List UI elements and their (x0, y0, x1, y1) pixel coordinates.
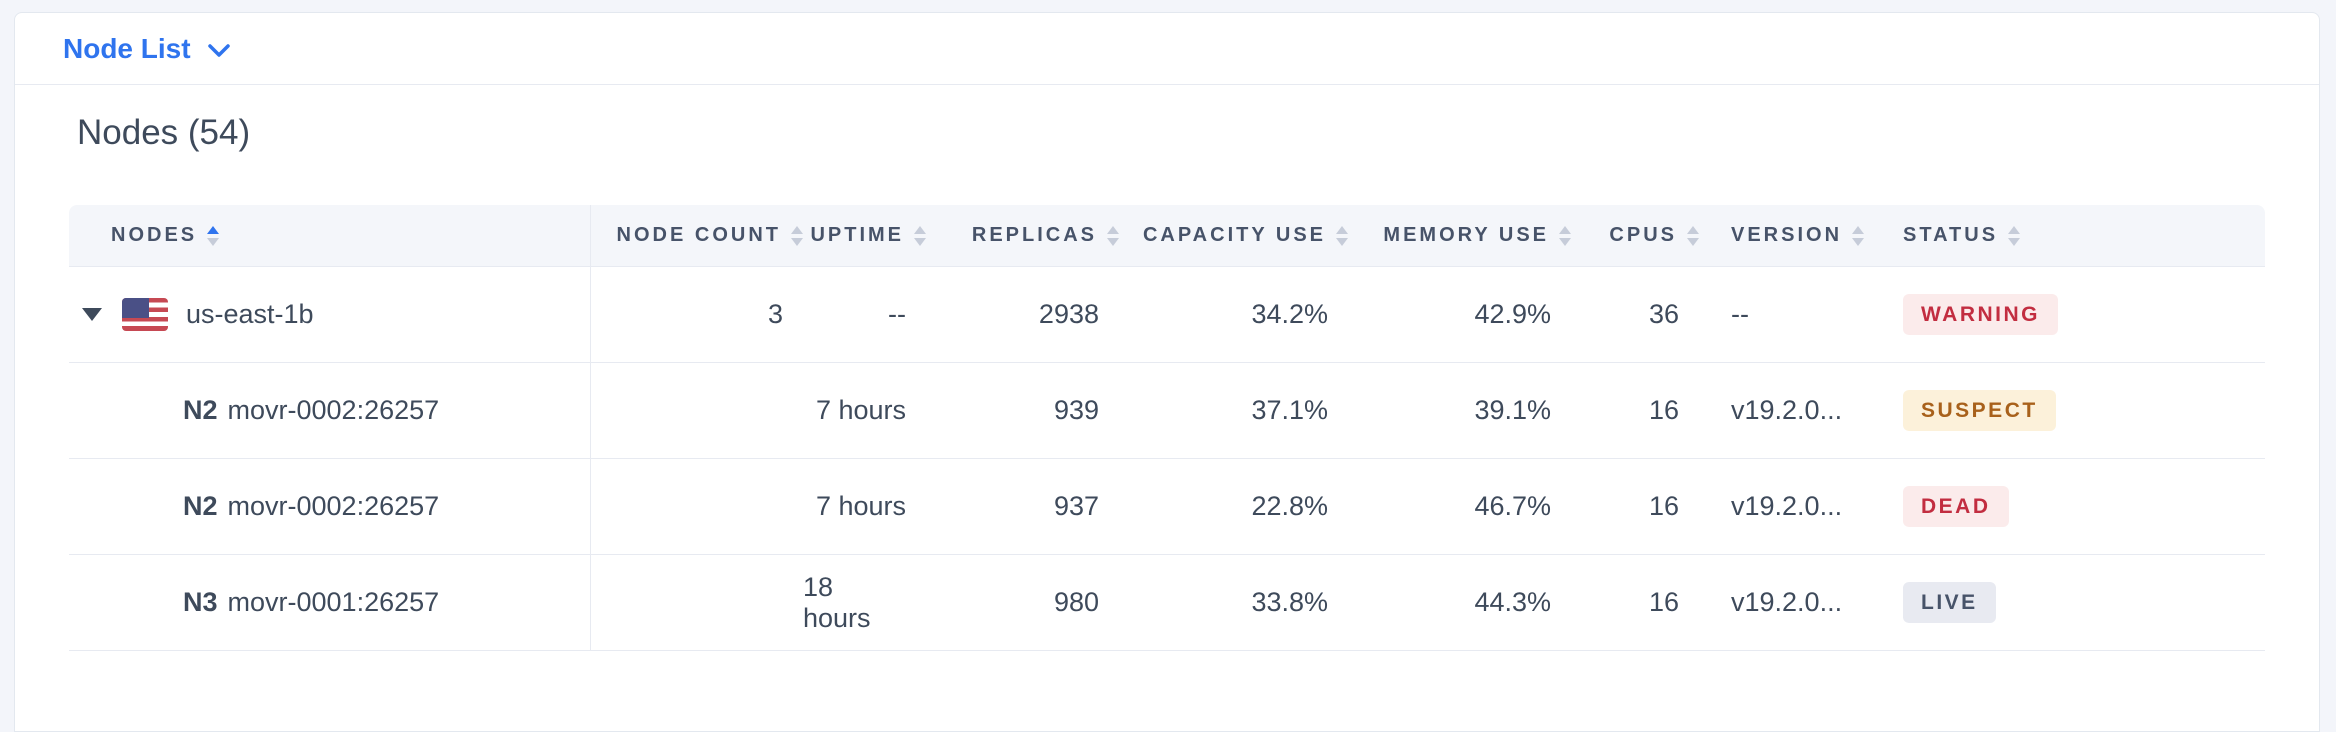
column-header-status[interactable]: STATUS (1881, 205, 2265, 266)
version-cell: v19.2.0... (1731, 587, 1843, 617)
status-badge: DEAD (1903, 486, 2009, 527)
node-name-cell: N3 movr-0001:26257 (69, 555, 591, 650)
table-row[interactable]: N3 movr-0001:26257 18 hours 980 33.8% 44… (69, 555, 2265, 651)
status-badge: LIVE (1903, 582, 1996, 623)
replicas-cell: 939 (1053, 395, 1099, 425)
version-cell: v19.2.0... (1731, 491, 1843, 521)
sort-icon[interactable] (1852, 225, 1865, 246)
capacity-use-cell: 22.8% (1251, 491, 1328, 521)
replicas-cell: 980 (1053, 587, 1099, 617)
status-cell: DEAD (1881, 459, 2265, 554)
column-header-nodes[interactable]: NODES (69, 205, 591, 266)
sort-icon[interactable] (1336, 225, 1348, 246)
node-name-cell: N2 movr-0002:26257 (69, 363, 591, 458)
column-header-label: NODES (111, 224, 198, 246)
column-header-label: VERSION (1731, 224, 1843, 246)
uptime-cell: -- (888, 299, 906, 329)
capacity-use-cell: 37.1% (1251, 395, 1328, 425)
column-header-label: UPTIME (810, 224, 904, 246)
sort-icon[interactable] (1687, 225, 1699, 246)
table-row[interactable]: N2 movr-0002:26257 7 hours 939 37.1% 39.… (69, 363, 2265, 459)
card-header: Node List (15, 13, 2319, 85)
memory-use-cell: 42.9% (1474, 299, 1551, 329)
node-id: N3 (183, 587, 218, 617)
table-row-region[interactable]: us-east-1b 3 -- 2938 34.2% 42.9% 36 -- W… (69, 267, 2265, 363)
node-count-cell: 3 (767, 299, 783, 329)
cpus-cell: 36 (1648, 299, 1679, 329)
replicas-cell: 937 (1053, 491, 1099, 521)
region-name-cell: us-east-1b (69, 267, 591, 362)
column-header-label: CAPACITY USE (1142, 224, 1326, 246)
table-header-row: NODES NODE COUNT UPTIME REPLICAS CAPACIT… (69, 205, 2265, 267)
nodes-table: NODES NODE COUNT UPTIME REPLICAS CAPACIT… (69, 205, 2265, 651)
sort-icon[interactable] (914, 225, 926, 246)
node-list-card: Node List Nodes (54) NODES NODE COUNT (14, 12, 2320, 732)
node-name-cell: N2 movr-0002:26257 (69, 459, 591, 554)
status-badge: SUSPECT (1903, 390, 2056, 431)
view-dropdown[interactable]: Node List (63, 33, 231, 65)
column-header-memory-use[interactable]: MEMORY USE (1348, 205, 1571, 266)
node-address: movr-0002:26257 (227, 395, 440, 425)
sort-icon[interactable] (791, 225, 803, 246)
column-header-label: CPUS (1609, 224, 1677, 246)
sort-icon[interactable] (1559, 225, 1571, 246)
column-header-label: NODE COUNT (616, 224, 781, 246)
column-header-uptime[interactable]: UPTIME (803, 205, 926, 266)
status-cell: SUSPECT (1881, 363, 2265, 458)
column-header-label: STATUS (1903, 224, 1999, 246)
column-header-version[interactable]: VERSION (1699, 205, 1881, 266)
table-row[interactable]: N2 movr-0002:26257 7 hours 937 22.8% 46.… (69, 459, 2265, 555)
sort-icon[interactable] (1107, 225, 1119, 246)
page-title: Nodes (54) (77, 113, 251, 152)
node-address: movr-0001:26257 (227, 587, 440, 617)
cpus-cell: 16 (1648, 491, 1679, 521)
column-header-cpus[interactable]: CPUS (1571, 205, 1699, 266)
cpus-cell: 16 (1648, 395, 1679, 425)
sort-icon[interactable] (2008, 225, 2021, 246)
capacity-use-cell: 33.8% (1251, 587, 1328, 617)
uptime-cell: 7 hours (815, 395, 906, 425)
node-count-cell (591, 555, 803, 650)
card-content: Nodes (54) NODES NODE COUNT UPTIME REPLI… (15, 113, 2319, 651)
status-cell: LIVE (1881, 555, 2265, 650)
sort-icon[interactable] (207, 225, 220, 246)
status-badge: WARNING (1903, 294, 2058, 335)
column-header-label: REPLICAS (971, 224, 1097, 246)
column-header-replicas[interactable]: REPLICAS (926, 205, 1119, 266)
view-dropdown-label[interactable]: Node List (63, 32, 191, 64)
node-id: N2 (183, 395, 218, 425)
column-header-node-count[interactable]: NODE COUNT (591, 205, 803, 266)
node-address: movr-0002:26257 (227, 491, 440, 521)
node-id: N2 (183, 491, 218, 521)
replicas-cell: 2938 (1038, 299, 1099, 329)
column-header-label: MEMORY USE (1383, 224, 1549, 246)
memory-use-cell: 46.7% (1474, 491, 1551, 521)
column-header-capacity-use[interactable]: CAPACITY USE (1119, 205, 1348, 266)
cpus-cell: 16 (1648, 587, 1679, 617)
memory-use-cell: 44.3% (1474, 587, 1551, 617)
chevron-down-icon (207, 43, 231, 59)
uptime-cell: 18 hours (803, 571, 871, 633)
version-cell: v19.2.0... (1731, 395, 1843, 425)
us-flag-icon (122, 298, 168, 331)
status-cell: WARNING (1881, 267, 2265, 362)
node-count-cell (591, 363, 803, 458)
memory-use-cell: 39.1% (1474, 395, 1551, 425)
version-cell: -- (1731, 299, 1749, 329)
node-count-cell (591, 459, 803, 554)
capacity-use-cell: 34.2% (1251, 299, 1328, 329)
region-name: us-east-1b (186, 299, 314, 329)
collapse-caret-icon[interactable] (82, 308, 102, 321)
uptime-cell: 7 hours (815, 491, 906, 521)
